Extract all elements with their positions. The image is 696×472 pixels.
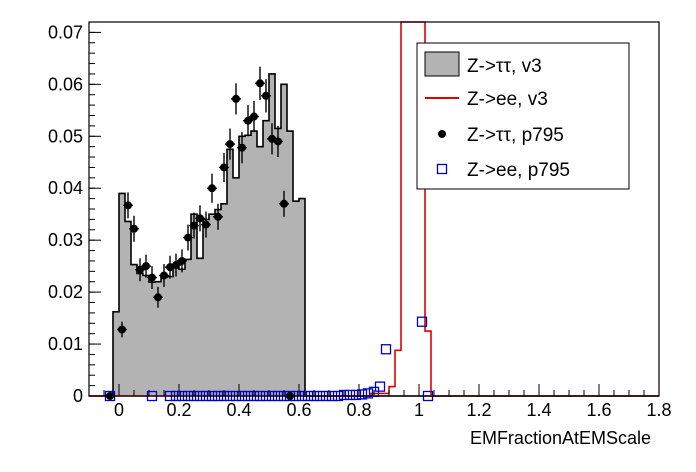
histogram-bar	[209, 214, 215, 396]
data-point-zee-p795	[356, 389, 368, 400]
data-point-ztautau-p795	[160, 271, 168, 280]
histogram-bar	[257, 146, 263, 396]
histogram-bar	[149, 282, 155, 396]
histogram-bar	[179, 269, 185, 396]
data-point-ztautau-p795	[250, 112, 258, 121]
data-point-ztautau-p795	[238, 143, 246, 152]
histogram-bar	[233, 177, 239, 396]
histogram-bar	[167, 276, 173, 396]
legend-swatch-filled	[424, 51, 460, 77]
data-point-ztautau-p795	[220, 163, 228, 172]
data-point-zee-p795	[380, 344, 392, 355]
data-point-ztautau-p795	[136, 265, 144, 274]
data-point-zee-p795	[350, 389, 362, 401]
histogram-bar	[221, 203, 227, 396]
data-point-ztautau-p795	[124, 201, 132, 210]
histogram-bar	[227, 149, 233, 396]
histogram-bar	[197, 258, 203, 396]
data-point-ztautau-p795	[130, 224, 138, 233]
data-point-ztautau-p795	[280, 199, 288, 208]
histogram-bar	[239, 136, 245, 396]
histogram-bar	[203, 219, 209, 396]
data-point-ztautau-p795	[148, 273, 156, 282]
legend-swatch-dot	[438, 130, 446, 138]
data-point-ztautau-p795	[256, 79, 264, 88]
x-tick-label: 0	[114, 400, 124, 420]
data-point-zee-p795	[344, 389, 356, 401]
data-point-ztautau-p795	[214, 212, 222, 221]
plot-area	[89, 21, 659, 402]
data-point-ztautau-p795	[262, 91, 270, 100]
data-point-ztautau-p795	[178, 256, 186, 265]
x-tick-label: 1.4	[526, 400, 551, 420]
histogram-bar	[113, 311, 119, 396]
y-tick-label: 0.04	[48, 178, 83, 198]
histogram-bar	[215, 209, 221, 396]
legend-label: Z->ee, v3	[467, 89, 548, 110]
histogram-bar	[281, 84, 287, 396]
x-axis-title: EMFractionAtEMScale	[470, 428, 651, 448]
histogram-bar	[161, 277, 167, 396]
data-point-zee-p795	[362, 388, 374, 399]
x-tick-label: 0.8	[346, 400, 371, 420]
x-tick-label: 0.4	[226, 400, 251, 420]
y-tick-label: 0.03	[48, 230, 83, 250]
histogram-bar	[191, 214, 197, 396]
legend-entry-zee-v3: Z->ee, v3	[425, 89, 548, 110]
legend-entry-ztautau-p795: Z->ττ, p795	[438, 125, 564, 146]
histogram-bar	[293, 201, 299, 396]
y-tick-label: 0	[73, 386, 83, 406]
legend-entry-ztautau-v3: Z->ττ, v3	[424, 51, 542, 77]
histogram-bar	[173, 267, 179, 396]
histogram-bar	[299, 198, 305, 396]
histogram-bar	[251, 131, 257, 397]
histogram-bar	[275, 128, 281, 396]
x-tick-label: 0.2	[166, 400, 191, 420]
y-tick-label: 0.05	[48, 126, 83, 146]
data-point-ztautau-p795	[184, 233, 192, 242]
histogram-bar	[269, 73, 275, 396]
histogram-bar	[245, 135, 251, 396]
data-point-ztautau-p795	[196, 214, 204, 223]
legend-entry-zee-p795: Z->ee, p795	[436, 160, 570, 181]
y-tick-label: 0.02	[48, 282, 83, 302]
data-point-ztautau-p795	[208, 184, 216, 193]
x-tick-label: 0.6	[286, 400, 311, 420]
data-point-ztautau-p795	[202, 220, 210, 229]
data-point-ztautau-p795	[244, 116, 252, 125]
histogram-bar	[125, 221, 131, 396]
legend-label: Z->ee, p795	[467, 160, 570, 181]
histogram-bar	[143, 275, 149, 396]
data-point-ztautau-p795	[190, 221, 198, 230]
data-point-ztautau-p795	[232, 94, 240, 103]
data-point-zee-p795	[416, 316, 428, 327]
legend-label: Z->ττ, p795	[467, 125, 564, 146]
data-point-ztautau-p795	[142, 262, 150, 271]
y-tick-label: 0.06	[48, 74, 83, 94]
histogram-bar	[119, 193, 125, 396]
axes: 0 0.01 0.02 0.03 0.04 0.05 0.06 0.07 0 0.2 0.4 0.6 0…	[48, 21, 672, 420]
data-point-ztautau-p795	[172, 261, 180, 270]
data-point-zee-p795	[374, 381, 386, 392]
histogram-bar	[263, 120, 269, 396]
histogram-bar	[131, 264, 137, 396]
data-point-ztautau-p795	[226, 140, 234, 149]
histogram-bar	[287, 131, 293, 397]
x-tick-label: 1.6	[586, 400, 611, 420]
legend: Z->ττ, v3 Z->ee, v3 Z->ττ, p795 Z->ee, p…	[416, 42, 630, 190]
histogram-bar	[185, 259, 191, 396]
x-tick-label: 1.8	[646, 400, 671, 420]
legend-swatch-square	[436, 163, 448, 175]
legend-label: Z->ττ, v3	[467, 56, 542, 77]
data-point-ztautau-p795	[154, 293, 162, 302]
y-tick-label: 0.07	[48, 22, 83, 42]
y-tick-label: 0.01	[48, 334, 83, 354]
histogram-bar	[137, 273, 143, 396]
data-point-ztautau-p795	[274, 137, 282, 146]
histogram-bar	[155, 281, 161, 396]
x-tick-label: 1	[414, 400, 424, 420]
x-tick-label: 1.2	[466, 400, 491, 420]
data-point-ztautau-p795	[118, 325, 126, 334]
